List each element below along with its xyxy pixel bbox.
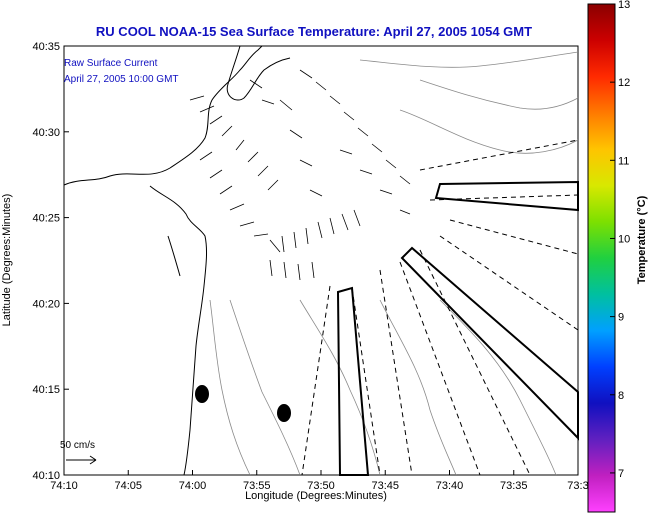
colorbar-title: Temperature (°C): [636, 195, 648, 284]
radar-site-outlines: [336, 180, 579, 476]
y-tick-label: 40:20: [32, 298, 60, 310]
map-frame: [63, 45, 579, 476]
colorbar-tick-label: 12: [618, 77, 630, 89]
colorbar-tick-label: 11: [618, 155, 629, 167]
scale-arrow-icon: [66, 455, 97, 465]
colorbar-gradient: [587, 3, 616, 513]
map-area: Raw Surface Current April 27, 2005 10:00…: [60, 45, 579, 476]
station-marker: [277, 404, 291, 422]
x-axis-label: Longitude (Degrees:Minutes): [245, 490, 387, 502]
colorbar-tick-label: 7: [618, 468, 624, 480]
y-tick-label: 40:25: [32, 213, 60, 225]
x-tick-label: 73:45: [371, 480, 399, 492]
current-vectors: [189, 69, 411, 281]
radar-coverage-lines: [301, 139, 579, 476]
x-tick-label: 73:40: [436, 480, 464, 492]
y-tick-label: 40:30: [32, 127, 60, 139]
bathymetry-contours: [209, 51, 579, 476]
x-tick-label: 74:10: [50, 480, 78, 492]
x-tick-label: 73:35: [500, 480, 528, 492]
colorbar-tick-label: 10: [618, 233, 630, 245]
legend-current-label: Raw Surface Current: [64, 58, 158, 69]
y-tick-label: 40:15: [32, 384, 60, 396]
colorbar-tick-label: 8: [618, 390, 624, 402]
x-tick-label: 74:05: [114, 480, 142, 492]
legend-current-time: April 27, 2005 10:00 GMT: [64, 74, 179, 85]
x-tick-label: 74:00: [179, 480, 207, 492]
x-tick-label: 73:55: [243, 480, 271, 492]
scale-arrow-label: 50 cm/s: [60, 440, 95, 451]
y-tick-label: 40:35: [32, 41, 60, 53]
y-axis-ticks: 40:35 40:30 40:25 40:20 40:15 40:10: [32, 41, 69, 482]
colorbar: 13 12 11 10 9 8 7 Temperature (°C): [587, 0, 648, 513]
station-marker: [195, 385, 209, 403]
y-tick-label: 40:10: [32, 470, 60, 482]
y-axis-label: Latitude (Degrees:Minutes): [1, 194, 13, 327]
x-tick-label: 73:3: [567, 480, 588, 492]
colorbar-ticks: 13 12 11 10 9 8 7: [610, 0, 630, 480]
x-axis-ticks: 74:10 74:05 74:00 73:55 73:50 73:45 73:40 73:35…: [50, 470, 589, 492]
colorbar-tick-label: 13: [618, 0, 630, 11]
colorbar-tick-label: 9: [618, 312, 624, 324]
coastline: [63, 45, 291, 476]
figure-title: RU COOL NOAA-15 Sea Surface Temperature:…: [96, 24, 532, 39]
x-tick-label: 73:50: [307, 480, 335, 492]
